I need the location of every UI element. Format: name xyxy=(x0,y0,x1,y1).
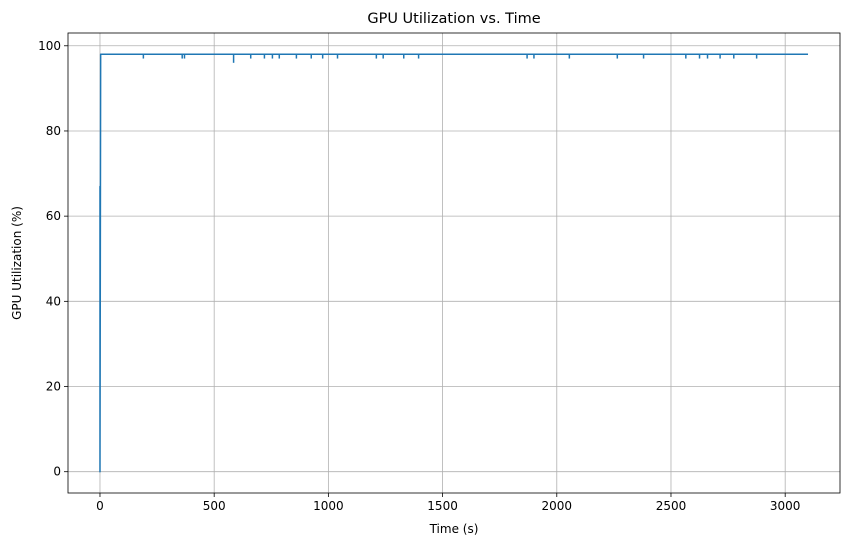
plot-frame xyxy=(67,32,841,494)
x-tick-label: 1500 xyxy=(427,499,458,513)
y-axis-label: GPU Utilization (%) xyxy=(10,206,24,320)
chart-title: GPU Utilization vs. Time xyxy=(367,11,540,27)
y-tick-label: 0 xyxy=(53,465,61,479)
x-tick-label: 500 xyxy=(203,499,226,513)
axis-ticks: 0 500 1000 1500 2000 2500 3000 0 20 40 60 80 100 xyxy=(38,39,800,513)
x-tick-label: 2000 xyxy=(542,499,573,513)
x-tick-label: 1000 xyxy=(313,499,344,513)
x-tick-label: 0 xyxy=(96,499,104,513)
series-layer xyxy=(99,53,809,473)
y-tick-label: 100 xyxy=(38,39,61,53)
y-tick-label: 60 xyxy=(46,209,61,223)
x-axis-label: Time (s) xyxy=(429,522,479,536)
grid-lines xyxy=(68,33,840,493)
utilization-line xyxy=(99,53,809,473)
y-tick-label: 20 xyxy=(46,380,61,394)
y-tick-label: 80 xyxy=(46,124,61,138)
y-tick-label: 40 xyxy=(46,294,61,308)
x-tick-label: 3000 xyxy=(770,499,801,513)
x-tick-label: 2500 xyxy=(656,499,687,513)
